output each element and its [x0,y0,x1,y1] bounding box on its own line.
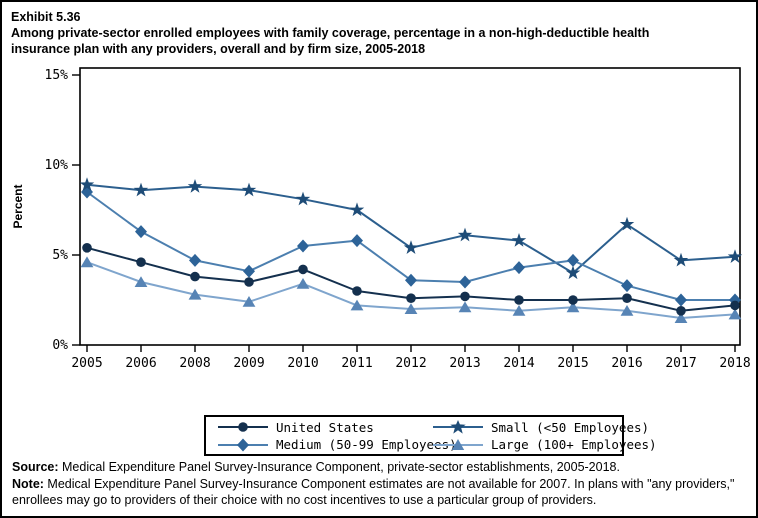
line-chart: 0% 5% 10% 15% Percent 2005 2006 2008 2009 2010 201… [11,67,751,371]
footer-notes: Source: Medical Expenditure Panel Survey… [12,459,752,509]
marker-large-100-employees-2009 [242,296,256,307]
chart-legend: United States Small (<50 Employees) Medi… [204,415,657,456]
legend-marker-star-icon [433,420,483,434]
marker-united-states-2018 [730,300,740,311]
marker-small-50-employees-2015 [565,265,581,280]
marker-large-100-employees-2013 [458,301,472,313]
marker-large-100-employees-2006 [134,276,148,287]
source-note: Source: Medical Expenditure Panel Survey… [12,459,752,475]
marker-united-states-2006 [136,257,146,267]
marker-medium-50-99-employees-2009 [243,264,255,278]
y-axis-tick-label: 10% [45,158,69,173]
x-axis-tick-label: 2008 [179,356,210,371]
legend-label: Small (<50 Employees) [491,419,650,435]
marker-large-100-employees-2012 [404,303,418,314]
marker-united-states-2013 [460,291,470,302]
marker-medium-50-99-employees-2017 [675,293,687,307]
x-axis-tick-label: 2010 [287,356,318,371]
marker-medium-50-99-employees-2013 [459,275,471,289]
marker-small-50-employees-2010 [295,191,311,206]
marker-medium-50-99-employees-2011 [351,234,363,248]
marker-medium-50-99-employees-2012 [405,273,417,287]
marker-medium-50-99-employees-2015 [567,253,579,267]
chart-title-line2: insurance plan with any providers, overa… [11,42,426,56]
marker-small-50-employees-2009 [241,182,257,197]
legend-marker-circle-icon [218,422,268,432]
marker-small-50-employees-2011 [349,202,365,217]
marker-united-states-2016 [622,293,632,304]
legend-label: Medium (50-99 Employees) [276,437,457,452]
marker-small-50-employees-2006 [133,182,149,197]
marker-united-states-2014 [514,295,524,305]
x-axis-tick-label: 2011 [341,356,372,371]
marker-medium-50-99-employees-2010 [297,239,309,253]
x-axis-tick-label: 2013 [449,356,480,371]
x-axis-tick-label: 2009 [233,356,264,371]
marker-large-100-employees-2010 [296,278,310,289]
legend-label: Large (100+ Employees) [491,437,657,452]
marker-small-50-employees-2018 [727,249,743,263]
marker-united-states-2010 [298,264,308,275]
y-axis-title: Percent [11,184,25,228]
marker-large-100-employees-2017 [674,312,688,323]
marker-large-100-employees-2014 [512,305,526,316]
marker-medium-50-99-employees-2014 [513,261,525,275]
legend-item-large: Large (100+ Employees) [433,437,657,452]
availability-note: Note: Medical Expenditure Panel Survey-I… [12,476,752,508]
legend-item-small: Small (<50 Employees) [433,419,657,435]
marker-medium-50-99-employees-2008 [189,253,201,267]
x-axis-tick-label: 2015 [557,356,588,371]
plot-frame [79,67,741,346]
y-axis-tick-label: 5% [52,248,68,263]
marker-large-100-employees-2016 [620,305,634,316]
marker-medium-50-99-employees-2016 [621,279,633,293]
chart-title-line1: Among private-sector enrolled employees … [11,26,650,40]
marker-united-states-2017 [676,306,686,316]
x-axis-tick-label: 2014 [503,356,534,371]
marker-united-states-2012 [406,293,416,304]
x-axis-tick-label: 2005 [71,356,102,371]
source-text: Medical Expenditure Panel Survey-Insuran… [58,460,620,474]
marker-large-100-employees-2005 [80,256,94,268]
marker-small-50-employees-2016 [619,216,635,231]
marker-small-50-employees-2017 [673,252,689,267]
legend-item-united-states: United States [218,419,433,435]
marker-large-100-employees-2018 [728,308,742,320]
x-axis-tick-label: 2016 [611,356,642,371]
marker-large-100-employees-2015 [566,301,580,313]
marker-medium-50-99-employees-2006 [135,225,147,239]
source-label: Source: [12,460,59,474]
marker-small-50-employees-2013 [457,227,473,242]
legend-label: United States [276,419,374,435]
marker-large-100-employees-2011 [350,299,364,311]
legend-item-medium: Medium (50-99 Employees) [218,437,457,452]
marker-united-states-2009 [244,277,254,287]
marker-united-states-2015 [568,295,578,305]
legend-marker-diamond-icon [218,438,268,451]
note-text: Medical Expenditure Panel Survey-Insuran… [12,477,735,507]
exhibit-label: Exhibit 5.36 [11,10,81,24]
marker-united-states-2005 [82,243,92,253]
marker-small-50-employees-2005 [79,177,95,191]
marker-large-100-employees-2008 [188,288,202,300]
x-axis-tick-label: 2006 [125,356,156,371]
marker-small-50-employees-2012 [403,240,419,254]
marker-united-states-2011 [352,286,362,296]
marker-united-states-2008 [190,271,200,282]
x-axis-tick-label: 2017 [665,356,696,371]
y-axis-tick-label: 15% [45,68,69,83]
legend-marker-triangle-icon [433,438,483,450]
note-label: Note: [12,477,44,491]
x-axis-tick-label: 2012 [395,356,426,371]
marker-small-50-employees-2014 [511,233,527,247]
y-axis-tick-label: 0% [52,338,68,353]
title-block: Exhibit 5.36 Among private-sector enroll… [11,9,741,57]
x-axis-tick-label: 2018 [719,356,750,371]
series-line-small-50-employees [86,183,736,274]
marker-small-50-employees-2008 [187,179,203,193]
